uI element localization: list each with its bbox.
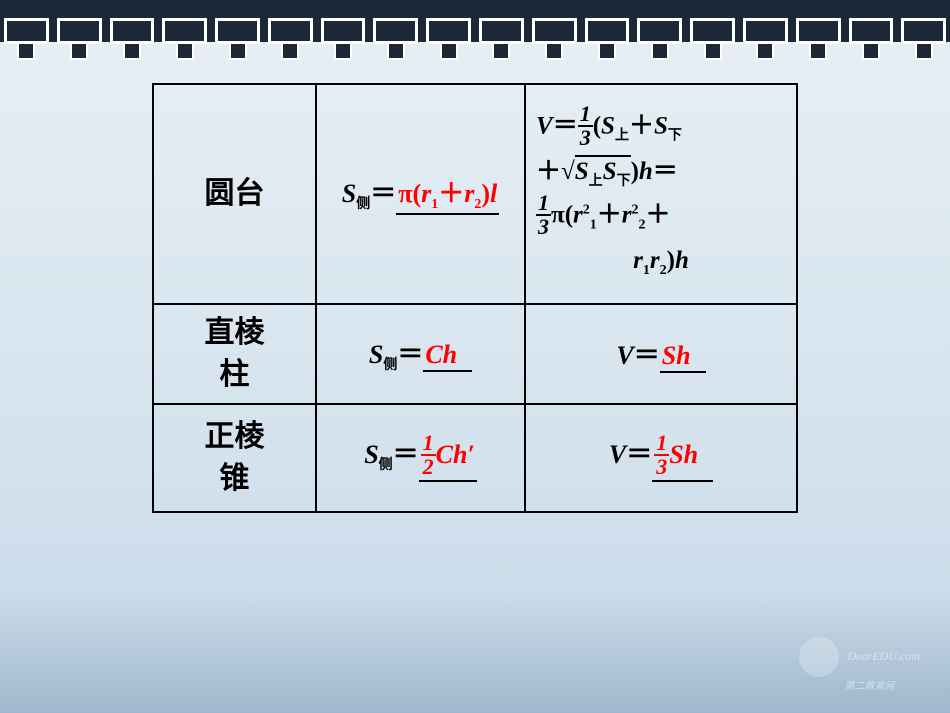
lateral-answer: Ch	[425, 340, 457, 369]
shape-name: 正棱锥	[154, 416, 315, 500]
volume-formula: V＝13Sh	[609, 440, 713, 469]
pattern-segment	[792, 10, 845, 55]
table-row: 直棱柱 S侧＝Ch V＝Sh	[153, 304, 797, 404]
lateral-cell: S侧＝π(r1＋r2)l	[316, 84, 525, 304]
var-s: S	[364, 440, 378, 469]
pattern-segment	[897, 10, 950, 55]
pattern-segment	[581, 10, 634, 55]
shape-name: 直棱柱	[154, 312, 315, 396]
pattern-segment	[317, 10, 370, 55]
watermark-sub: 第二教育网	[845, 681, 895, 692]
var-s: S	[342, 179, 356, 208]
volume-answer: Sh	[662, 341, 691, 370]
pattern-segment	[158, 10, 211, 55]
var-v: V	[616, 341, 633, 370]
volume-cell: V＝13Sh	[525, 404, 797, 512]
table-row: 圆台 S侧＝π(r1＋r2)l V＝13(S上＋S下 ＋S上S下)h＝ 13π(…	[153, 84, 797, 304]
shape-cell: 正棱锥	[153, 404, 316, 512]
lateral-cell: S侧＝12Ch′	[316, 404, 525, 512]
volume-formula: V＝13(S上＋S下 ＋S上S下)h＝ 13π(r21＋r22＋ r1r2)h	[536, 105, 786, 283]
pattern-segment	[528, 10, 581, 55]
shape-cell: 直棱柱	[153, 304, 316, 404]
pattern-segment	[0, 10, 53, 55]
equals: ＝	[626, 440, 652, 469]
volume-cell: V＝13(S上＋S下 ＋S上S下)h＝ 13π(r21＋r22＋ r1r2)h	[525, 84, 797, 304]
lateral-formula: S侧＝Ch	[369, 340, 472, 369]
var-s: S	[369, 340, 383, 369]
watermark-text: DearEDU.com	[848, 649, 920, 663]
var-v: V	[609, 440, 626, 469]
formula-table: 圆台 S侧＝π(r1＋r2)l V＝13(S上＋S下 ＋S上S下)h＝ 13π(…	[152, 83, 798, 513]
pattern-segment	[53, 10, 106, 55]
lateral-formula: S侧＝π(r1＋r2)l	[342, 179, 500, 208]
decorative-pattern	[0, 10, 950, 55]
lateral-answer: 12Ch′	[421, 440, 475, 469]
equals: ＝	[393, 440, 419, 469]
equals: ＝	[397, 340, 423, 369]
volume-answer: 13Sh	[654, 440, 698, 469]
volume-formula: V＝Sh	[616, 341, 705, 370]
equals: ＝	[634, 341, 660, 370]
equals: ＝	[370, 179, 396, 208]
sub-side: 侧	[383, 358, 397, 373]
shape-name: 圆台	[154, 173, 315, 215]
pattern-segment	[686, 10, 739, 55]
watermark-icon	[799, 637, 839, 677]
pattern-segment	[211, 10, 264, 55]
sub-side: 侧	[356, 197, 370, 212]
pattern-segment	[633, 10, 686, 55]
lateral-answer: π(r1＋r2)l	[396, 173, 499, 215]
pattern-segment	[845, 10, 898, 55]
watermark: DearEDU.com 第二教育网	[799, 637, 920, 693]
lateral-cell: S侧＝Ch	[316, 304, 525, 404]
pattern-segment	[422, 10, 475, 55]
pattern-segment	[106, 10, 159, 55]
pattern-segment	[264, 10, 317, 55]
pattern-segment	[739, 10, 792, 55]
table-row: 正棱锥 S侧＝12Ch′ V＝13Sh	[153, 404, 797, 512]
pattern-segment	[475, 10, 528, 55]
lateral-formula: S侧＝12Ch′	[364, 440, 477, 469]
sub-side: 侧	[379, 458, 393, 473]
shape-cell: 圆台	[153, 84, 316, 304]
volume-cell: V＝Sh	[525, 304, 797, 404]
pattern-segment	[369, 10, 422, 55]
